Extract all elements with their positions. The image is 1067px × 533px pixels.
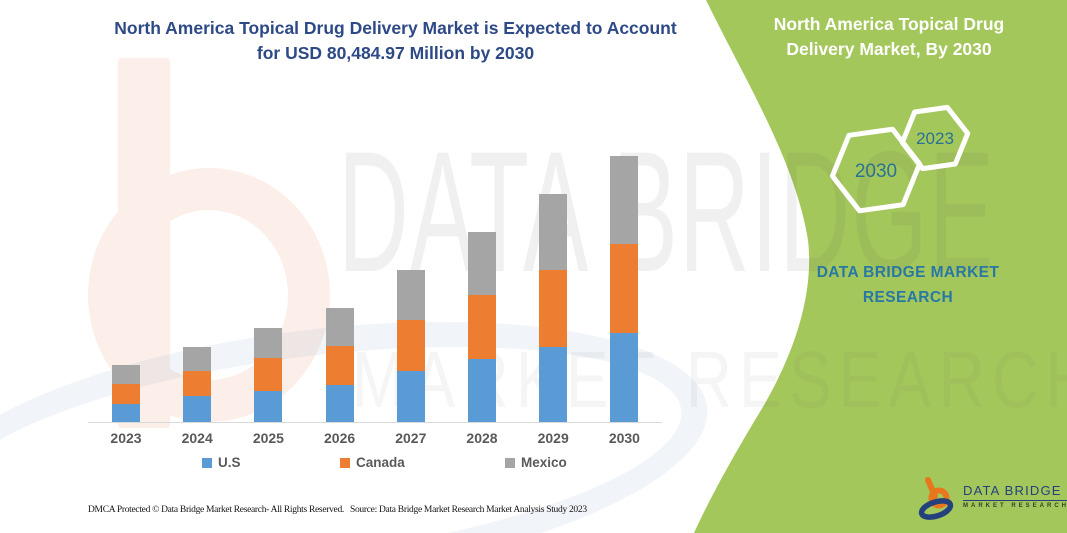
bar-segment-us-2029 <box>539 347 568 422</box>
x-tick-2026: 2026 <box>324 430 356 446</box>
bar-segment-canada-2025 <box>254 357 283 391</box>
bar-segment-us-2028 <box>468 359 496 422</box>
brand-wordmark: DATA BRIDGE MARKET RESEARCH <box>816 264 1000 306</box>
bar-segment-us-2025 <box>254 390 283 422</box>
bar-segment-us-2027 <box>396 371 425 422</box>
bar-segment-mexico-2025 <box>254 327 283 358</box>
legend-swatch-canada <box>340 457 350 468</box>
logo-text-block: DATA BRIDGE MARKET RESEARCH <box>963 476 1067 509</box>
data-bridge-logo-icon <box>918 477 954 520</box>
x-tick-2025: 2025 <box>252 430 284 446</box>
page-title: North America Topical Drug Delivery Mark… <box>114 18 677 63</box>
bar-segment-canada-2029 <box>539 270 568 347</box>
x-tick-2024: 2024 <box>181 430 213 446</box>
bar-segment-mexico-2028 <box>468 232 496 295</box>
legend-item-mexico: Mexico <box>505 455 567 470</box>
hexagon-2030-label: 2030 <box>855 161 897 182</box>
bar-segment-us-2026 <box>325 385 354 422</box>
source-note: Source: Data Bridge Market Research Mark… <box>350 505 587 515</box>
legend-swatch-us <box>202 457 212 468</box>
hexagon-2030-outline <box>829 126 923 214</box>
x-tick-2028: 2028 <box>466 430 498 446</box>
logo-tagline: MARKET RESEARCH <box>963 503 1067 509</box>
legend-label: Canada <box>356 455 405 470</box>
bar-segment-us-2023 <box>112 404 140 422</box>
bar-segment-mexico-2029 <box>539 194 568 270</box>
x-tick-2023: 2023 <box>110 430 142 446</box>
hexagon-badges: 2030 2023 <box>829 104 971 214</box>
x-tick-2030: 2030 <box>608 430 640 446</box>
bar-segment-mexico-2026 <box>325 308 354 346</box>
bar-segment-us-2024 <box>183 396 212 422</box>
dmca-notice: DMCA Protected © Data Bridge Market Rese… <box>88 505 344 515</box>
legend-item-us: U.S <box>202 455 241 470</box>
bar-segment-mexico-2024 <box>183 347 212 372</box>
company-logo: DATA BRIDGE MARKET RESEARCH <box>918 476 1067 520</box>
bar-segment-canada-2024 <box>183 371 212 397</box>
hexagon-2023-label: 2023 <box>916 129 954 148</box>
bar-segment-mexico-2030 <box>610 156 639 244</box>
x-tick-2029: 2029 <box>537 430 569 446</box>
legend-item-canada: Canada <box>340 455 405 470</box>
x-tick-2027: 2027 <box>395 430 427 446</box>
bar-segment-mexico-2027 <box>396 270 425 320</box>
bar-segment-canada-2028 <box>468 295 496 359</box>
legend-label: U.S <box>218 455 241 470</box>
bar-segment-us-2030 <box>610 333 639 422</box>
bar-segment-canada-2030 <box>610 244 639 333</box>
bar-segment-canada-2023 <box>112 384 140 404</box>
x-axis-line <box>88 422 662 423</box>
bar-segment-canada-2026 <box>325 346 354 385</box>
legend-label: Mexico <box>521 455 567 470</box>
hexagon-2023-outline <box>899 104 971 172</box>
bar-segment-canada-2027 <box>396 320 425 371</box>
logo-wordmark: DATA BRIDGE <box>963 483 1067 501</box>
watermark-text-line1: DATA BRIDGE <box>338 116 996 308</box>
bar-segment-mexico-2023 <box>112 365 140 384</box>
legend-swatch-mexico <box>505 457 515 468</box>
side-panel-title: North America Topical Drug Delivery Mark… <box>773 14 1005 59</box>
